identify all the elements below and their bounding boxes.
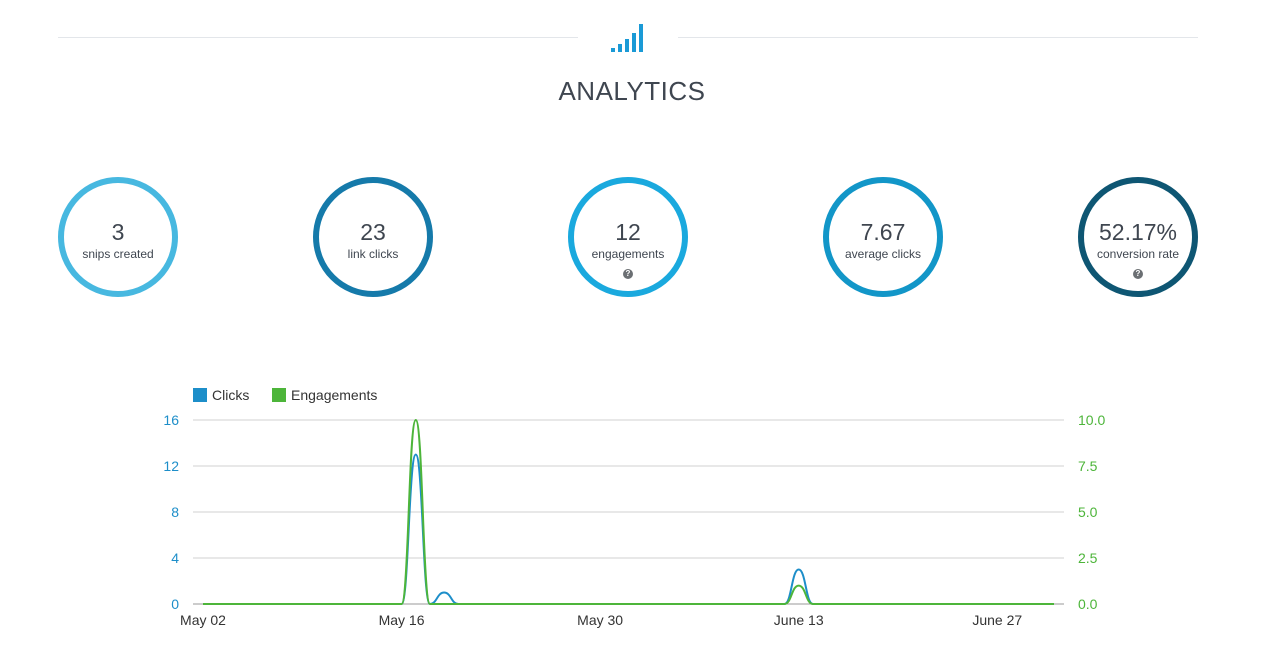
right-axis-tick-label: 2.5 (1078, 550, 1098, 566)
help-icon[interactable]: ? (623, 269, 633, 279)
analytics-line-chart: 0 4 8 12 16 0.0 2.5 5.0 7.5 10.0 May 02 May 16 May 3… (163, 412, 1105, 628)
page-title: ANALYTICS (558, 76, 706, 106)
legend-item-engagements[interactable]: Engagements (272, 386, 377, 404)
header-divider-right (678, 37, 1198, 38)
stat-snips-created: 3 snips created (58, 177, 178, 297)
stat-link-clicks: 23 link clicks (313, 177, 433, 297)
legend-label-engagements: Engagements (291, 387, 378, 403)
right-axis-tick-label: 7.5 (1078, 458, 1098, 474)
x-axis-tick-label: May 30 (577, 612, 623, 628)
x-axis-tick-label: May 16 (379, 612, 425, 628)
legend-swatch-engagements (272, 388, 286, 402)
stat-value: 7.67 (860, 219, 906, 245)
left-axis-tick-label: 4 (171, 550, 179, 566)
stat-engagements: 12 engagements ? (568, 177, 688, 297)
left-axis-tick-label: 8 (171, 504, 179, 520)
stat-value: 52.17% (1098, 219, 1177, 245)
right-axis-tick-label: 0.0 (1078, 596, 1098, 612)
stat-label: average clicks (844, 247, 922, 261)
legend-item-clicks[interactable]: Clicks (193, 386, 249, 404)
series-line-engagements (203, 418, 1054, 605)
right-axis-tick-label: 10.0 (1078, 412, 1105, 428)
legend-swatch-clicks (193, 388, 207, 402)
stat-label: conversion rate (1096, 247, 1180, 261)
right-axis-tick-label: 5.0 (1078, 504, 1098, 520)
stat-value: 23 (360, 219, 386, 245)
stat-label: link clicks (347, 247, 399, 261)
header-divider-left (58, 37, 578, 38)
stat-conversion-rate: 52.17% conversion rate ? (1078, 177, 1198, 297)
legend-label-clicks: Clicks (212, 387, 250, 403)
series-line-clicks (203, 453, 1054, 606)
bar-chart-icon (611, 24, 643, 52)
stat-label: engagements (591, 247, 665, 261)
x-axis-tick-label: June 13 (774, 612, 824, 628)
help-icon[interactable]: ? (1133, 269, 1143, 279)
left-axis-tick-label: 12 (163, 458, 179, 474)
stat-value: 3 (111, 219, 125, 245)
stat-average-clicks: 7.67 average clicks (823, 177, 943, 297)
left-axis-tick-label: 0 (171, 596, 179, 612)
left-axis-tick-label: 16 (163, 412, 179, 428)
stat-value: 12 (615, 219, 641, 245)
x-axis-tick-label: June 27 (972, 612, 1022, 628)
x-axis-tick-label: May 02 (180, 612, 226, 628)
stat-label: snips created (82, 247, 154, 261)
